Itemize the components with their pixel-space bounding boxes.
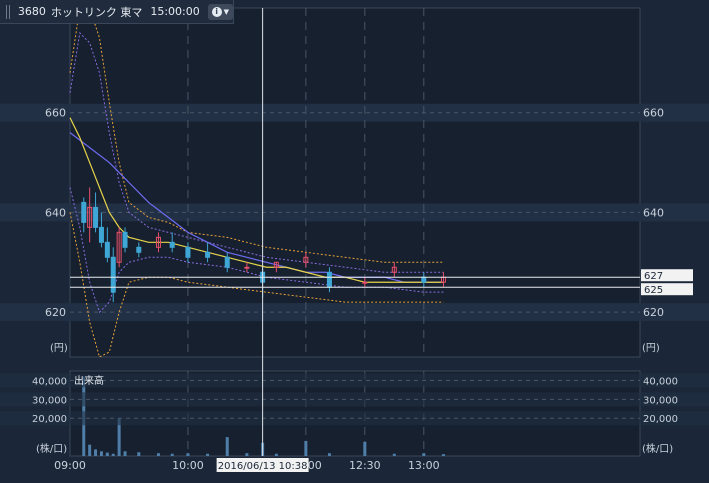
volume-bar-17 [304,440,308,456]
y-grid-band-0 [0,303,709,322]
x-tick-label-4: 13:00 [408,459,440,472]
price-label-1: 625 [644,285,663,296]
volume-bar-19 [363,441,367,456]
title-code: 3680 [17,5,46,18]
candle-body-14 [244,266,250,269]
candle-body-21 [421,276,427,283]
vol-grid-band-1 [0,392,709,407]
y-tick-label-left-2: 660 [45,107,66,120]
volume-bar-3 [99,451,103,456]
volume-bar-20 [392,453,396,456]
volume-bar-8 [137,452,141,456]
candle-body-7 [122,231,128,248]
price-label-0: 627 [644,271,663,282]
volume-title: 出来高 [74,374,104,387]
vol-unit-left: (株/口) [36,442,67,455]
y-unit-left: (円) [50,343,68,354]
y-tick-label-left-0: 620 [45,306,66,319]
volume-bar-7 [123,451,127,456]
crosshair-label-box [216,458,309,472]
y-tick-label-right-1: 640 [643,206,664,219]
caret-down-icon: ▼ [223,7,230,16]
vol-tick-left-0: 20,000 [32,414,67,425]
x-tick-label-0: 09:00 [54,459,86,472]
vol-grid-band-2 [0,373,709,388]
candle-body-0 [81,201,87,223]
candle-body-13 [224,256,230,268]
vol-tick-right-0: 20,000 [643,414,678,425]
volume-bar-12 [206,453,210,456]
y-grid-band-2 [0,103,709,122]
price-panel [69,7,641,358]
y-tick-label-right-2: 660 [643,107,664,120]
volume-bar-6 [117,418,121,456]
volume-bar-4 [105,452,109,456]
candle-body-19 [362,281,368,284]
candle-body-8 [136,246,142,253]
price-label-box-1 [641,283,693,296]
candle-body-16 [273,261,279,268]
y-tick-label-left-1: 640 [45,206,66,219]
candle-body-11 [185,246,191,258]
price-label-box-0 [641,269,693,282]
candle-body-20 [391,266,397,273]
vol-grid-band-0 [0,411,709,426]
candle-body-17 [303,256,309,263]
info-icon: i [211,6,222,17]
volume-bar-10 [170,453,174,456]
candle-body-12 [205,251,211,258]
vol-tick-right-1: 30,000 [643,395,678,406]
title-bar: 3680 ホットリンク 東マ 15:00:00 i ▼ [0,0,234,24]
candle-body-18 [326,271,332,288]
volume-bar-14 [245,453,249,456]
x-tick-label-3: 12:30 [349,459,381,472]
volume-bar-16 [274,453,278,456]
candle-body-3 [98,226,104,243]
candle-body-1 [87,206,93,228]
vol-tick-left-1: 30,000 [32,395,67,406]
volume-bar-13 [225,437,229,456]
y-grid-band-1 [0,203,709,222]
volume-bar-18 [327,453,331,456]
y-unit-right: (円) [642,343,660,354]
title-time: 15:00:00 [150,5,200,18]
volume-bar-5 [111,453,115,456]
info-dropdown-button[interactable]: i ▼ [207,3,233,20]
x-tick-label-1: 10:00 [172,459,204,472]
title-name: ホットリンク 東マ [50,5,143,19]
volume-bar-22 [441,454,445,456]
crosshair-label: 2016/06/13 10:38 [218,461,308,472]
volume-bar-2 [94,449,98,456]
volume-bar-21 [422,453,426,456]
candle-body-5 [110,256,116,293]
drag-handle-icon[interactable] [6,4,12,19]
vol-tick-left-2: 40,000 [32,376,67,387]
band-outer-upper [69,7,444,263]
y-tick-label-right-0: 620 [643,306,664,319]
candle-body-9 [155,236,161,248]
volume-bar-1 [88,444,92,456]
candle-body-2 [93,206,99,228]
vol-tick-right-2: 40,000 [643,376,678,387]
candle-body-10 [169,241,175,248]
vol-unit-right: (株/口) [642,442,673,455]
volume-bar-11 [186,453,190,456]
candle-body-6 [116,231,122,263]
volume-bar-9 [156,453,160,456]
candle-body-4 [104,241,110,258]
